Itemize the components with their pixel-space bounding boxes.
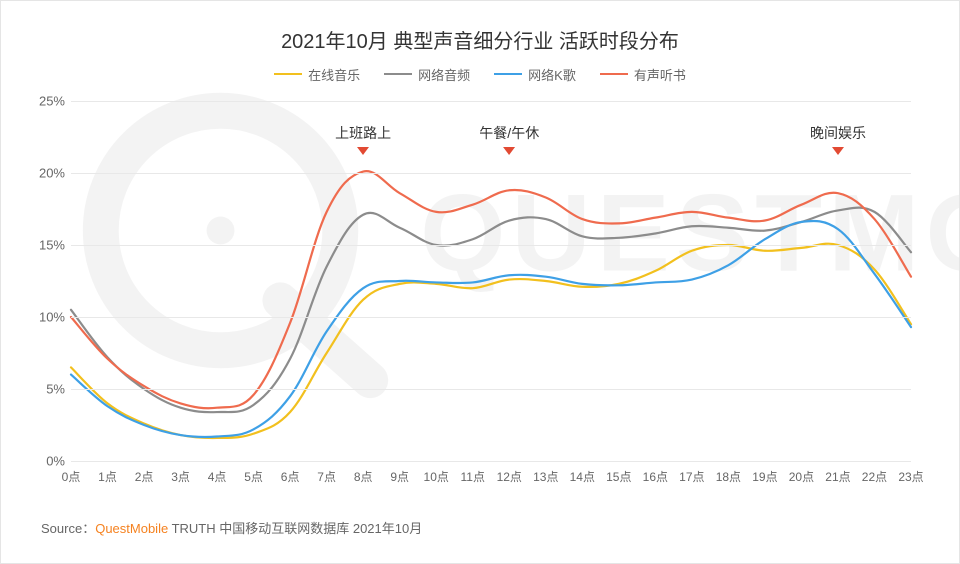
chart-title: 2021年10月 典型声音细分行业 活跃时段分布: [1, 25, 959, 54]
down-triangle-icon: [357, 147, 369, 155]
grid-line: [71, 461, 911, 462]
legend-label: 在线音乐: [308, 65, 360, 84]
x-axis-label: 1点: [98, 468, 117, 485]
source-tail: TRUTH 中国移动互联网数据库 2021年10月: [172, 521, 423, 536]
annotation-label: 晚间娱乐: [810, 125, 866, 141]
source-brand-1: Quest: [95, 521, 130, 536]
plot-area: 0%5%10%15%20%25%0点1点2点3点4点5点6点7点8点9点10点1…: [71, 101, 911, 461]
legend-swatch: [600, 73, 628, 75]
grid-line: [71, 173, 911, 174]
legend-label: 网络音频: [418, 65, 470, 84]
legend-label: 有声听书: [634, 65, 686, 84]
source-prefix: Source：: [41, 521, 95, 536]
x-axis-label: 10点: [424, 468, 449, 485]
x-axis-label: 22点: [862, 468, 887, 485]
x-axis-label: 4点: [208, 468, 227, 485]
x-axis-label: 23点: [898, 468, 923, 485]
x-axis-label: 15点: [606, 468, 631, 485]
legend-item: 网络K歌: [494, 65, 576, 84]
y-axis-label: 20%: [29, 166, 65, 181]
x-axis-label: 9点: [390, 468, 409, 485]
down-triangle-icon: [832, 147, 844, 155]
legend-swatch: [274, 73, 302, 75]
annotation-label: 上班路上: [335, 125, 391, 141]
down-triangle-icon: [503, 147, 515, 155]
chart-lines: [71, 101, 911, 461]
series-line: [71, 221, 911, 437]
x-axis-label: 19点: [752, 468, 777, 485]
legend-item: 网络音频: [384, 65, 470, 84]
y-axis-label: 0%: [29, 454, 65, 469]
chart-annotation: 晚间娱乐: [810, 123, 866, 155]
source-line: Source：QuestMobile TRUTH 中国移动互联网数据库 2021…: [41, 518, 422, 537]
x-axis-label: 11点: [461, 468, 485, 485]
x-axis-label: 16点: [643, 468, 668, 485]
legend: 在线音乐 网络音频 网络K歌 有声听书: [1, 63, 959, 84]
grid-line: [71, 245, 911, 246]
x-axis-label: 5点: [244, 468, 263, 485]
annotation-label: 午餐/午休: [479, 125, 539, 141]
legend-label: 网络K歌: [528, 65, 576, 84]
grid-line: [71, 389, 911, 390]
x-axis-label: 14点: [570, 468, 595, 485]
series-line: [71, 244, 911, 438]
chart-annotation: 午餐/午休: [479, 123, 539, 155]
x-axis-label: 21点: [825, 468, 850, 485]
legend-item: 在线音乐: [274, 65, 360, 84]
x-axis-label: 0点: [62, 468, 81, 485]
legend-item: 有声听书: [600, 65, 686, 84]
series-line: [71, 208, 911, 413]
x-axis-label: 13点: [533, 468, 558, 485]
chart-container: QUESTMOBILE 2021年10月 典型声音细分行业 活跃时段分布 在线音…: [0, 0, 960, 564]
x-axis-label: 8点: [354, 468, 373, 485]
grid-line: [71, 101, 911, 102]
x-axis-label: 6点: [281, 468, 300, 485]
y-axis-label: 15%: [29, 238, 65, 253]
series-line: [71, 171, 911, 408]
x-axis-label: 2点: [135, 468, 154, 485]
chart-annotation: 上班路上: [335, 123, 391, 155]
y-axis-label: 5%: [29, 382, 65, 397]
x-axis-label: 17点: [679, 468, 704, 485]
x-axis-label: 18点: [716, 468, 741, 485]
x-axis-label: 12点: [497, 468, 522, 485]
y-axis-label: 25%: [29, 94, 65, 109]
x-axis-label: 7点: [317, 468, 336, 485]
x-axis-label: 20点: [789, 468, 814, 485]
legend-swatch: [494, 73, 522, 75]
x-axis-label: 3点: [171, 468, 190, 485]
source-brand-2: Mobile: [130, 521, 172, 536]
grid-line: [71, 317, 911, 318]
legend-swatch: [384, 73, 412, 75]
y-axis-label: 10%: [29, 310, 65, 325]
